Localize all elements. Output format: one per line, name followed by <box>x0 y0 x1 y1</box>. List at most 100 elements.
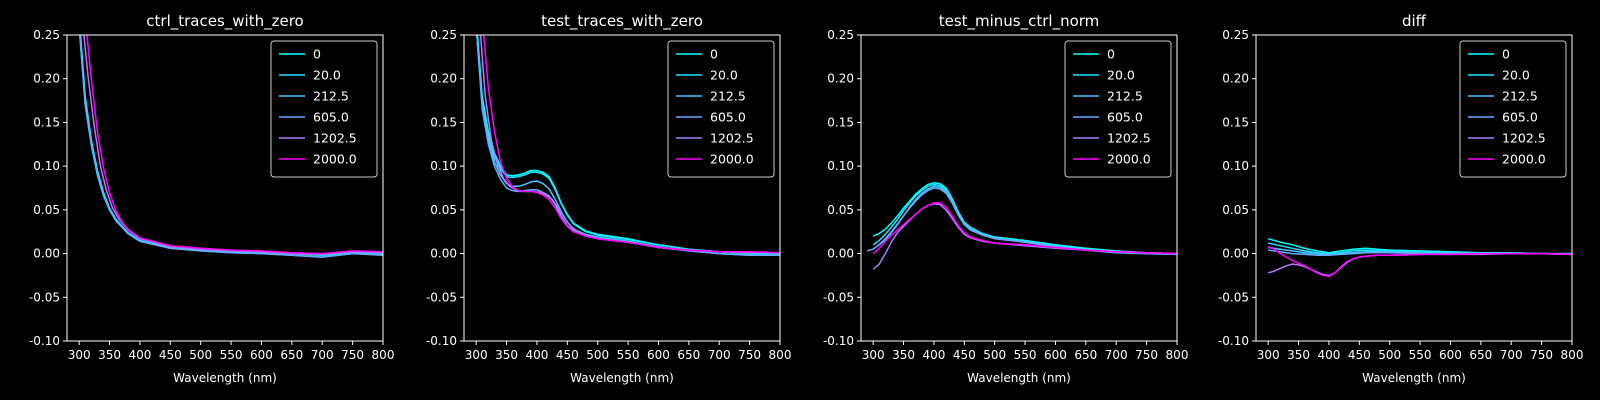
x-tick-label: 400 <box>1317 348 1340 362</box>
legend-entry: 20.0 <box>1107 68 1135 83</box>
y-tick-label: 0.10 <box>827 159 854 173</box>
y-tick-label: 0.00 <box>1222 247 1249 261</box>
y-tick-label: 0.25 <box>827 28 854 42</box>
y-tick-label: 0.20 <box>1222 72 1249 86</box>
legend: 0 20.0 212.5 605.0 1202.5 2000.0 <box>667 40 775 178</box>
series-line-4 <box>79 35 383 258</box>
x-tick-label: 450 <box>556 348 579 362</box>
x-tick-label: 700 <box>1500 348 1523 362</box>
x-tick-label: 750 <box>1530 348 1553 362</box>
y-tick-label: 0.00 <box>827 247 854 261</box>
x-tick-label: 300 <box>68 348 91 362</box>
y-tick-label: 0.15 <box>827 115 854 129</box>
series-line-6 <box>872 202 1177 255</box>
y-tick-label: 0.05 <box>1222 203 1249 217</box>
legend-entry: 212.5 <box>710 89 746 104</box>
legend-entry: 605.0 <box>1107 110 1143 125</box>
x-tick-label: 350 <box>495 348 518 362</box>
x-tick-label: 550 <box>1014 348 1037 362</box>
x-tick-label: 600 <box>1044 348 1067 362</box>
y-tick-label: 0.25 <box>1222 28 1249 42</box>
y-tick-label: 0.05 <box>430 203 457 217</box>
y-tick-label: 0.00 <box>33 247 60 261</box>
legend-entry: 2000.0 <box>710 152 754 167</box>
legend-entry: 605.0 <box>313 110 349 125</box>
series-line-6 <box>482 35 780 254</box>
y-tick-label: -0.05 <box>1218 290 1249 304</box>
x-tick-label: 550 <box>220 348 243 362</box>
legend: 0 20.0 212.5 605.0 1202.5 2000.0 <box>1064 40 1172 178</box>
legend-entry: 212.5 <box>1502 89 1538 104</box>
x-axis-label: Wavelength (nm) <box>1362 371 1466 385</box>
x-tick-label: 350 <box>892 348 915 362</box>
axes-frame <box>463 34 781 342</box>
x-tick-label: 650 <box>677 348 700 362</box>
legend-entry: 605.0 <box>1502 110 1538 125</box>
x-tick-label: 300 <box>465 348 488 362</box>
y-tick-label: 0.25 <box>430 28 457 42</box>
x-tick-label: 550 <box>617 348 640 362</box>
y-tick-label: -0.05 <box>29 290 60 304</box>
legend-entry: 605.0 <box>710 110 746 125</box>
legend-entry: 2000.0 <box>1502 152 1546 167</box>
series-line-4 <box>866 187 1177 256</box>
x-tick-label: 400 <box>922 348 945 362</box>
legend-entry: 0 <box>1502 47 1510 62</box>
x-tick-label: 650 <box>1469 348 1492 362</box>
x-tick-label: 500 <box>983 348 1006 362</box>
x-tick-label: 350 <box>98 348 121 362</box>
y-tick-label: 0.10 <box>430 159 457 173</box>
axes-frame <box>1255 34 1573 342</box>
y-tick-label: 0.15 <box>430 115 457 129</box>
x-tick-label: 600 <box>1439 348 1462 362</box>
x-axis-label: Wavelength (nm) <box>173 371 277 385</box>
x-tick-label: 750 <box>738 348 761 362</box>
x-tick-label: 450 <box>1348 348 1371 362</box>
x-tick-label: 500 <box>1378 348 1401 362</box>
x-tick-label: 500 <box>189 348 212 362</box>
x-tick-label: 700 <box>311 348 334 362</box>
chart-title: diff <box>1402 12 1427 30</box>
legend-entry: 20.0 <box>710 68 738 83</box>
y-tick-label: 0.15 <box>33 115 60 129</box>
y-tick-label: 0.10 <box>33 159 60 173</box>
subplot-3: 300 350 400 450 500 550 600 650 700 750 800 -0.10 -0… <box>823 12 1189 385</box>
x-tick-label: 600 <box>250 348 273 362</box>
y-tick-label: -0.10 <box>1218 334 1249 348</box>
x-tick-label: 700 <box>708 348 731 362</box>
x-tick-label: 400 <box>128 348 151 362</box>
series-line-1 <box>872 182 1177 255</box>
series-line-6 <box>1267 245 1572 278</box>
x-tick-label: 800 <box>1166 348 1189 362</box>
legend: 0 20.0 212.5 605.0 1202.5 2000.0 <box>270 40 378 178</box>
legend-entry: 0 <box>710 47 718 62</box>
series-line-5 <box>872 202 1177 270</box>
legend-entry: 1202.5 <box>710 131 754 146</box>
series-line-2 <box>872 183 1177 255</box>
x-axis-label: Wavelength (nm) <box>967 371 1071 385</box>
x-tick-label: 500 <box>586 348 609 362</box>
y-tick-label: 0.20 <box>430 72 457 86</box>
axes-frame <box>66 34 384 342</box>
x-tick-label: 350 <box>1287 348 1310 362</box>
x-tick-label: 800 <box>372 348 395 362</box>
axes-frame <box>860 34 1178 342</box>
x-tick-label: 800 <box>769 348 792 362</box>
x-tick-label: 750 <box>341 348 364 362</box>
x-tick-label: 400 <box>525 348 548 362</box>
y-tick-label: -0.10 <box>823 334 854 348</box>
y-tick-label: 0.20 <box>827 72 854 86</box>
subplot-2: 300 350 400 450 500 550 600 650 700 750 800 -0.10 -0… <box>426 12 792 385</box>
y-tick-label: 0.15 <box>1222 115 1249 129</box>
legend-entry: 1202.5 <box>1107 131 1151 146</box>
y-tick-label: -0.05 <box>823 290 854 304</box>
x-tick-label: 750 <box>1135 348 1158 362</box>
x-tick-label: 700 <box>1105 348 1128 362</box>
legend-entry: 0 <box>1107 47 1115 62</box>
legend-entry: 1202.5 <box>1502 131 1546 146</box>
legend-entry: 212.5 <box>313 89 349 104</box>
y-tick-label: 0.05 <box>827 203 854 217</box>
x-axis-label: Wavelength (nm) <box>570 371 674 385</box>
y-tick-label: -0.10 <box>426 334 457 348</box>
